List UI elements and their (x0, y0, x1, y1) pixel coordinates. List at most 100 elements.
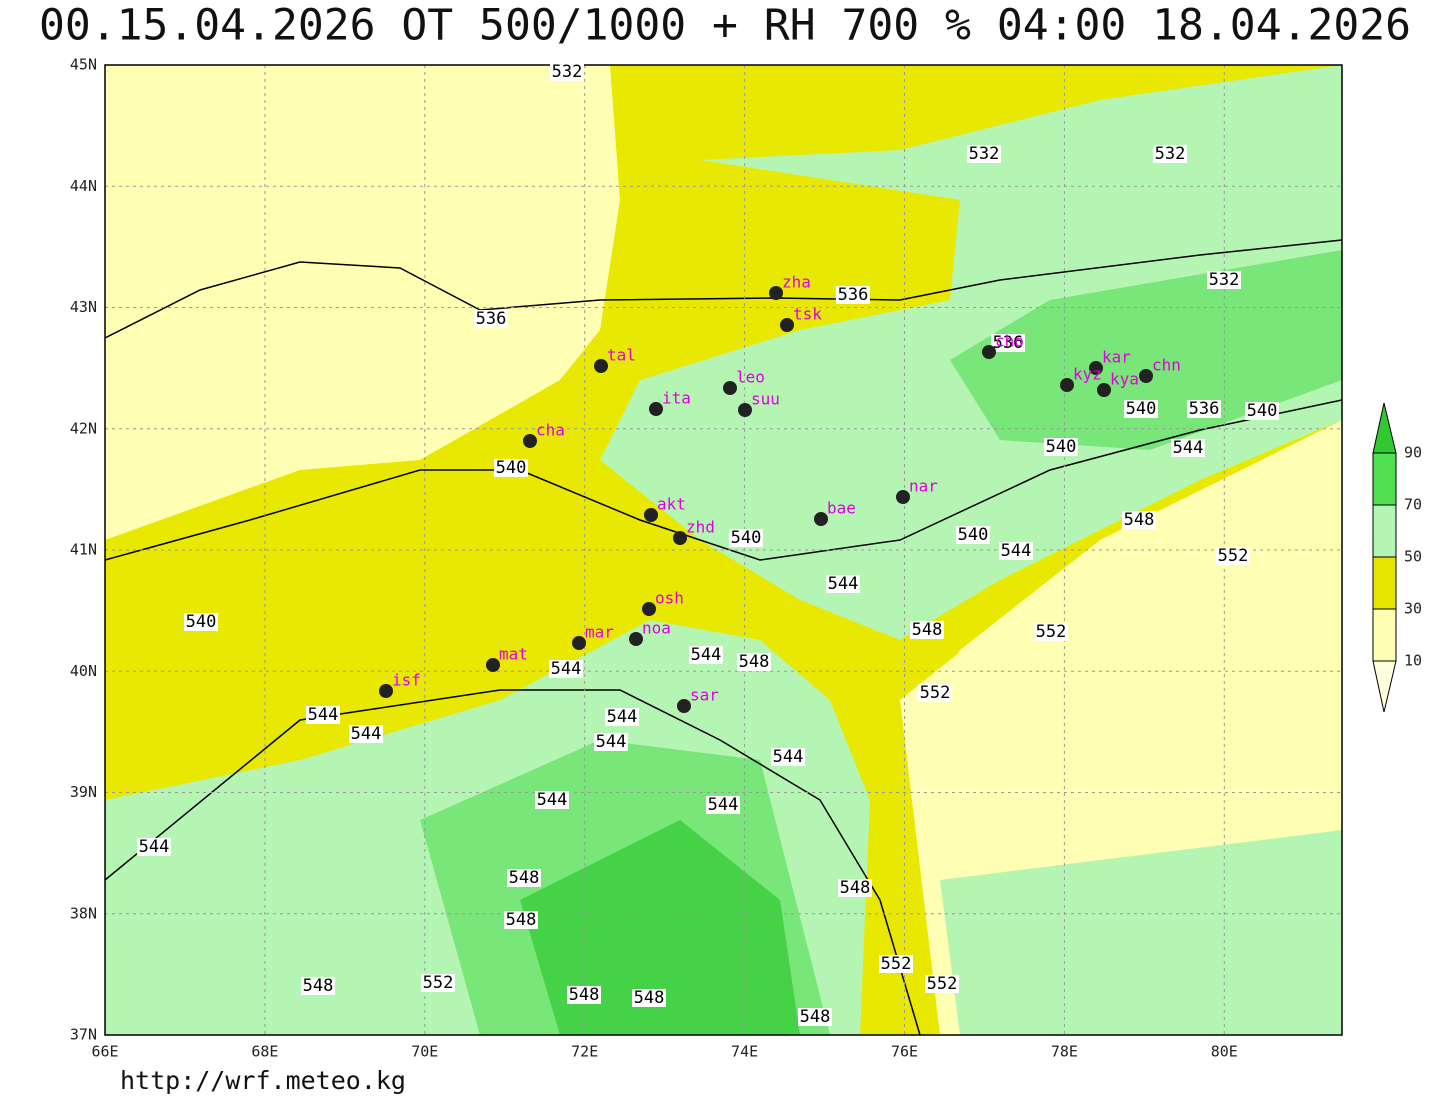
contour-label: 548 (912, 620, 943, 640)
contour-label-bg (605, 708, 639, 726)
contour-label: 552 (1218, 546, 1249, 566)
contour-label: 532 (969, 144, 1000, 164)
contour-label-bg (771, 748, 805, 766)
station-dot (1139, 369, 1153, 383)
station-label: cho (995, 332, 1024, 351)
station-label: kar (1102, 348, 1131, 367)
lon-label: 80E (1211, 1043, 1238, 1061)
station-label: akt (657, 495, 686, 514)
contour-label: 536 (838, 285, 869, 305)
contour-label: 532 (1155, 144, 1186, 164)
contour-label: 540 (496, 458, 527, 478)
station-label: sar (690, 686, 719, 705)
contour-label-bg (474, 310, 508, 328)
station-dot (649, 402, 663, 416)
contour-label-bg (567, 986, 601, 1004)
contour-label: 532 (1209, 270, 1240, 290)
contour-label: 540 (958, 525, 989, 545)
contour-label: 548 (509, 868, 540, 888)
station-dot (982, 345, 996, 359)
contour-label: 532 (552, 62, 583, 82)
lat-label: 42N (70, 419, 97, 437)
contour-label: 544 (1173, 438, 1204, 458)
contour-label: 544 (773, 747, 804, 767)
contour-label-bg (306, 706, 340, 724)
station-label: isf (392, 671, 421, 690)
station-label: osh (655, 589, 684, 608)
footer-url: http://wrf.meteo.kg (120, 1066, 406, 1095)
station-label: zha (782, 273, 811, 292)
contour-label: 544 (537, 790, 568, 810)
station-dot (814, 512, 828, 526)
contour-label: 544 (1001, 541, 1032, 561)
contour-label: 540 (1126, 399, 1157, 419)
contour-label-bg (836, 286, 870, 304)
contour-label-bg (737, 653, 771, 671)
station-label: noa (642, 619, 671, 638)
contour-label: 544 (708, 795, 739, 815)
contour-label-bg (1207, 271, 1241, 289)
contour-label-bg (838, 879, 872, 897)
station-dot (629, 632, 643, 646)
contour-label-bg (594, 733, 628, 751)
station-dot (1097, 383, 1111, 397)
lat-label: 38N (70, 904, 97, 922)
contour-label-bg (504, 911, 538, 929)
lon-label: 76E (891, 1043, 918, 1061)
contour-label: 544 (607, 707, 638, 727)
lat-label: 45N (70, 56, 97, 74)
contour-label-bg (494, 459, 528, 477)
station-dot (379, 684, 393, 698)
contour-label: 552 (881, 954, 912, 974)
contour-label: 540 (1247, 401, 1278, 421)
station-label: bae (827, 499, 856, 518)
map-frame (104, 64, 1343, 1036)
contour-label-bg (1124, 400, 1158, 418)
station-label: kya (1110, 370, 1139, 389)
contour-label-bg (706, 796, 740, 814)
colorbar-label: 50 (1404, 548, 1422, 566)
contour-label: 548 (506, 910, 537, 930)
contour-label: 544 (551, 659, 582, 679)
contour-label: 552 (920, 683, 951, 703)
contour-label: 544 (351, 724, 382, 744)
contour-label-bg (729, 529, 763, 547)
station-dot (644, 508, 658, 522)
contour-label: 536 (993, 333, 1024, 353)
contour-label-bg (1044, 438, 1078, 456)
contour-label: 536 (476, 309, 507, 329)
contour-label-bg (1245, 402, 1279, 420)
contour-label-bg (798, 1008, 832, 1026)
contour-label: 544 (139, 837, 170, 857)
lat-label: 43N (70, 298, 97, 316)
station-label: tsk (793, 305, 822, 324)
station-dot (572, 636, 586, 650)
contour-label: 536 (1189, 399, 1220, 419)
contour-label: 552 (1036, 622, 1067, 642)
contour-label-bg (879, 955, 913, 973)
contour-label-bg (1034, 623, 1068, 641)
contour-label-bg (184, 613, 218, 631)
contour-label-bg (1187, 400, 1221, 418)
station-label: nar (909, 477, 938, 496)
lon-label: 72E (571, 1043, 598, 1061)
contour-label-bg (1216, 547, 1250, 565)
lat-label: 40N (70, 662, 97, 680)
contour-label: 548 (800, 1007, 831, 1027)
station-label: kyz (1073, 365, 1102, 384)
contour-label-bg (967, 145, 1001, 163)
contour-label-bg (826, 575, 860, 593)
lon-label: 66E (91, 1043, 118, 1061)
contour-label-bg (632, 989, 666, 1007)
lon-label: 68E (251, 1043, 278, 1061)
contour-label-bg (535, 791, 569, 809)
station-label: mat (499, 645, 528, 664)
contour-label-bg (999, 542, 1033, 560)
contour-label-bg (1171, 439, 1205, 457)
contour-label-bg (550, 63, 584, 81)
contour-label-bg (1122, 511, 1156, 529)
station-label: ita (662, 389, 691, 408)
colorbar-label: 70 (1404, 496, 1422, 514)
contour-label: 540 (731, 528, 762, 548)
